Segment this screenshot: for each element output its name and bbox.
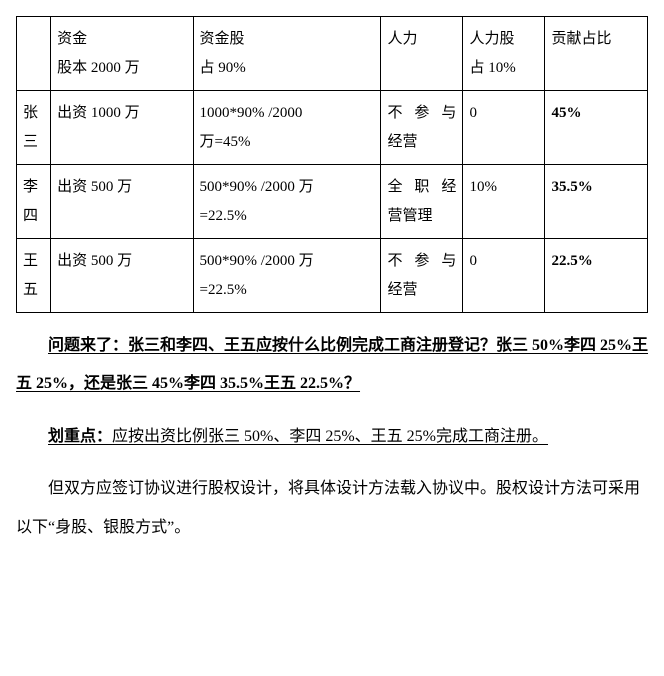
cell-labor-share: 10% [463,165,545,239]
cell-capital: 出资 500 万 [51,165,193,239]
header-capshare-line1: 资金股 [200,25,375,54]
cell-capital-share: 500*90% /2000 万 =22.5% [193,165,381,239]
cell-name: 张三 [17,91,51,165]
cell-labor: 全职经 营管理 [381,165,463,239]
cell-c2-line2: 万=45% [200,128,375,157]
cell-name: 李四 [17,165,51,239]
table-header-row: 资金 股本 2000 万 资金股 占 90% 人力 人力股 占 10% 贡献占比 [17,17,648,91]
cell-contribution: 45% [545,91,648,165]
table-row: 王五 出资 500 万 500*90% /2000 万 =22.5% 不参与 经… [17,239,648,313]
paragraph-note: 但双方应签订协议进行股权设计，将具体设计方法载入协议中。股权设计方法可采用以下“… [16,470,648,547]
cell-c3-line1: 不参与 [387,247,456,276]
cell-c3-line2: 营管理 [387,202,456,231]
header-cell-labor: 人力 [381,17,463,91]
equity-table: 资金 股本 2000 万 资金股 占 90% 人力 人力股 占 10% 贡献占比… [16,16,648,313]
cell-c2-line1: 1000*90% /2000 [200,99,375,128]
cell-c3-line1: 全职经 [387,173,456,202]
cell-labor-share: 0 [463,91,545,165]
header-cell-labor-share: 人力股 占 10% [463,17,545,91]
note-text: 但双方应签订协议进行股权设计，将具体设计方法载入协议中。股权设计方法可采用以下“… [16,480,640,535]
cell-c3-line2: 经营 [387,276,456,305]
header-capital-line2: 股本 2000 万 [57,54,186,83]
cell-c3-line1: 不参与 [387,99,456,128]
question-text: 问题来了：张三和李四、王五应按什么比例完成工商注册登记？张三 50%李四 25%… [16,337,648,392]
cell-c2-line2: =22.5% [200,202,375,231]
header-cell-capital-share: 资金股 占 90% [193,17,381,91]
cell-c2-line1: 500*90% /2000 万 [200,173,375,202]
header-labshare-line1: 人力股 [469,25,538,54]
cell-labor: 不参与 经营 [381,239,463,313]
cell-contribution: 35.5% [545,165,648,239]
cell-labor-share: 0 [463,239,545,313]
header-capital-line1: 资金 [57,25,186,54]
header-capshare-line2: 占 90% [200,54,375,83]
table-row: 李四 出资 500 万 500*90% /2000 万 =22.5% 全职经 营… [17,165,648,239]
header-cell-contribution: 贡献占比 [545,17,648,91]
cell-capital: 出资 500 万 [51,239,193,313]
paragraph-keypoint: 划重点：应按出资比例张三 50%、李四 25%、王五 25%完成工商注册。 [16,418,648,456]
header-cell-capital: 资金 股本 2000 万 [51,17,193,91]
cell-labor: 不参与 经营 [381,91,463,165]
cell-capital-share: 1000*90% /2000 万=45% [193,91,381,165]
cell-capital: 出资 1000 万 [51,91,193,165]
cell-name: 王五 [17,239,51,313]
header-labshare-line2: 占 10% [469,54,538,83]
cell-c2-line2: =22.5% [200,276,375,305]
cell-c3-line2: 经营 [387,128,456,157]
cell-contribution: 22.5% [545,239,648,313]
paragraph-question: 问题来了：张三和李四、王五应按什么比例完成工商注册登记？张三 50%李四 25%… [16,327,648,404]
header-cell-name [17,17,51,91]
keypoint-text: 应按出资比例张三 50%、李四 25%、王五 25%完成工商注册。 [112,428,548,445]
table-row: 张三 出资 1000 万 1000*90% /2000 万=45% 不参与 经营… [17,91,648,165]
keypoint-prefix: 划重点： [48,428,112,445]
cell-c2-line1: 500*90% /2000 万 [200,247,375,276]
cell-capital-share: 500*90% /2000 万 =22.5% [193,239,381,313]
